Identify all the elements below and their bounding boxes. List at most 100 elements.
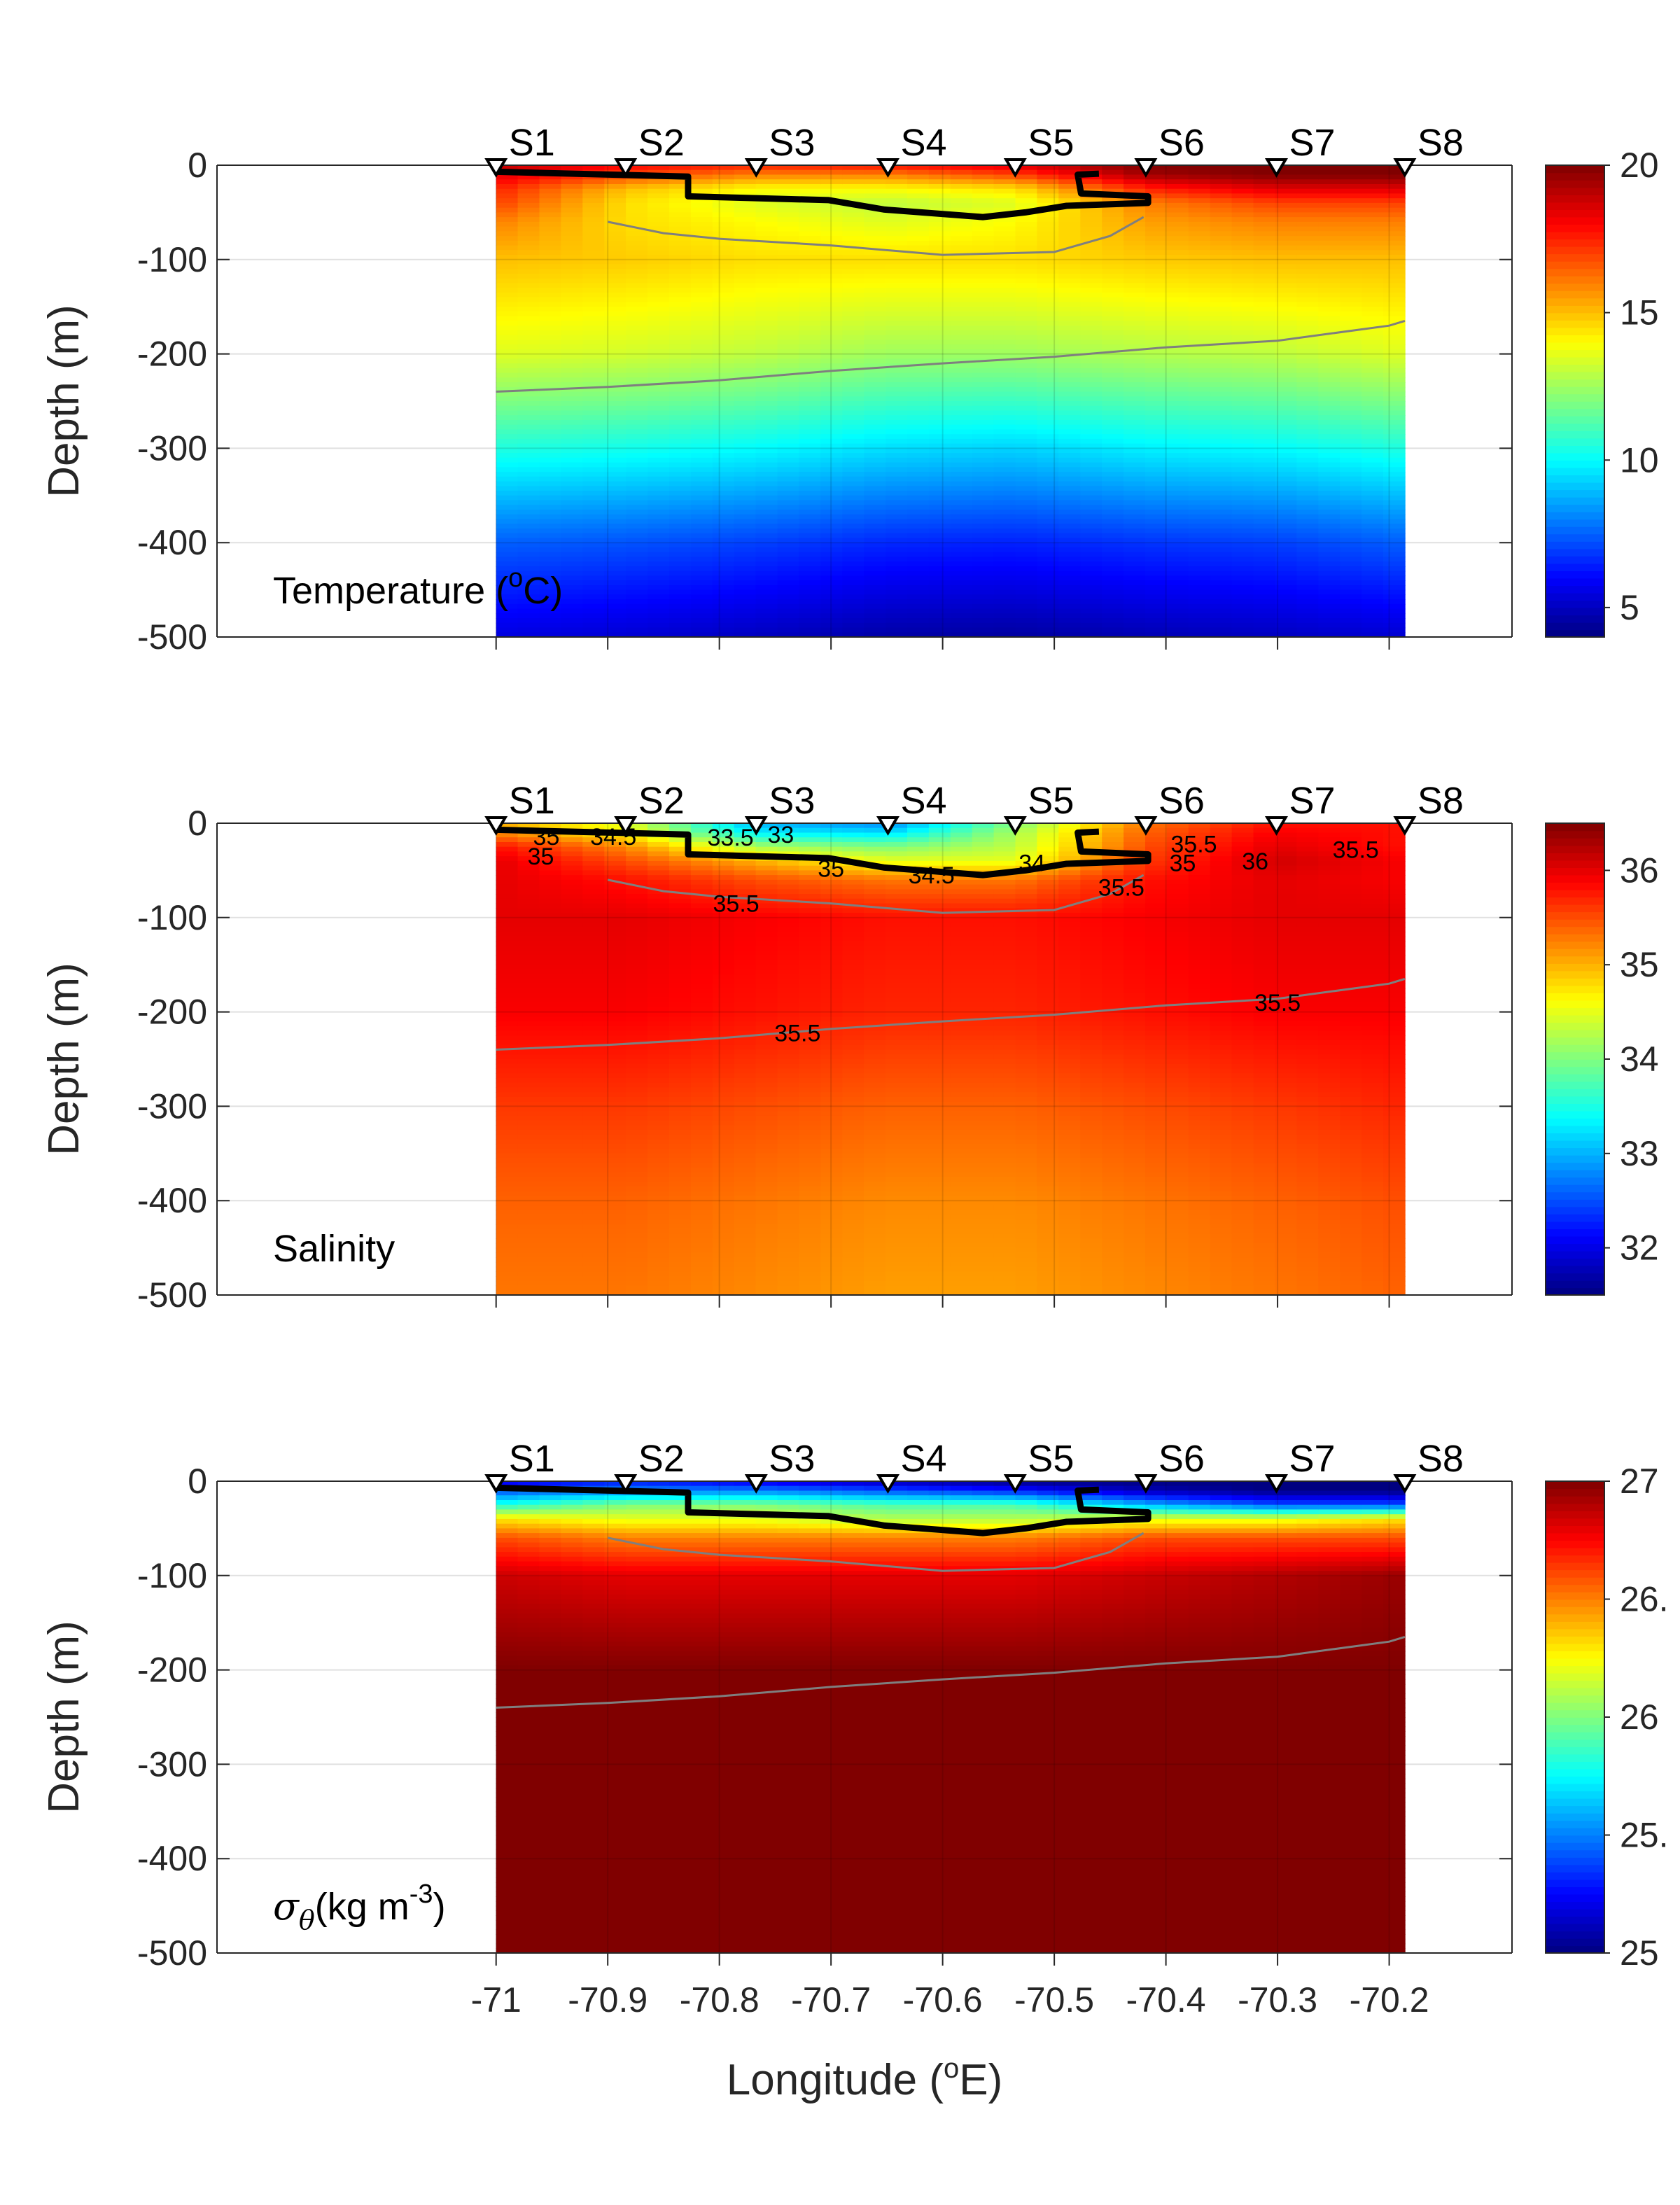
heatmap-cell (907, 467, 930, 472)
heatmap-cell (626, 632, 648, 638)
heatmap-cell (1383, 179, 1406, 185)
heatmap-cell (1058, 538, 1081, 543)
heatmap-cell (1340, 538, 1362, 543)
heatmap-cell (1340, 179, 1362, 185)
heatmap-cell (842, 316, 864, 322)
heatmap-cell (1188, 495, 1211, 501)
heatmap-cell (1275, 344, 1298, 350)
heatmap-cell (582, 396, 605, 402)
heatmap-cell (1102, 627, 1124, 633)
heatmap-cell (1275, 415, 1298, 421)
heatmap-cell (582, 198, 605, 204)
heatmap-cell (820, 594, 843, 600)
colorbar-segment (1546, 615, 1604, 623)
heatmap-cell (886, 552, 908, 558)
heatmap-cell (1037, 420, 1060, 426)
heatmap-cell (842, 424, 864, 430)
heatmap-cell (777, 358, 800, 364)
heatmap-cell (582, 870, 605, 876)
heatmap-cell (1253, 514, 1276, 520)
heatmap-cell (539, 368, 562, 374)
heatmap-cell (561, 1257, 584, 1263)
heatmap-cell (1275, 505, 1298, 510)
heatmap-cell (582, 311, 605, 317)
heatmap-cell (1058, 293, 1081, 298)
heatmap-cell (1383, 405, 1406, 412)
heatmap-cell (1275, 226, 1298, 232)
heatmap-cell (582, 476, 605, 482)
heatmap-cell (755, 293, 778, 298)
heatmap-cell (1166, 297, 1189, 303)
heatmap-cell (1015, 344, 1038, 350)
heatmap-cell (1015, 283, 1038, 288)
heatmap-cell (777, 429, 800, 435)
heatmap-cell (993, 174, 1016, 180)
heatmap-cell (582, 368, 605, 374)
heatmap-cell (648, 524, 670, 529)
heatmap-cell (690, 566, 713, 572)
heatmap-cell (496, 372, 519, 379)
heatmap-cell (539, 236, 562, 241)
heatmap-cell (712, 429, 735, 435)
heatmap-cell (712, 603, 735, 610)
heatmap-cell (496, 1242, 519, 1249)
heatmap-cell (517, 1247, 540, 1254)
heatmap-cell (972, 278, 995, 284)
heatmap-cell (820, 457, 843, 463)
heatmap-cell (928, 599, 951, 605)
heatmap-cell (1383, 599, 1406, 605)
heatmap-cell (734, 429, 757, 435)
heatmap-cell (712, 552, 735, 558)
heatmap-cell (1231, 283, 1254, 288)
heatmap-cell (1124, 396, 1146, 402)
heatmap-cell (950, 410, 973, 416)
heatmap-cell (1058, 405, 1081, 412)
heatmap-cell (1188, 580, 1211, 586)
heatmap-cell (928, 594, 951, 600)
heatmap-cell (561, 1101, 584, 1107)
heatmap-cell (1058, 453, 1081, 458)
heatmap-cell (582, 1163, 605, 1168)
heatmap-cell (1231, 618, 1254, 624)
heatmap-cell (1102, 481, 1124, 487)
heatmap-cell (517, 528, 540, 534)
heatmap-cell (1362, 165, 1384, 171)
heatmap-cell (1275, 401, 1298, 407)
heatmap-cell (1318, 245, 1340, 251)
heatmap-cell (1080, 589, 1102, 596)
heatmap-cell (950, 556, 973, 562)
heatmap-cell (972, 510, 995, 515)
heatmap-cell (669, 495, 692, 501)
heatmap-cell (1037, 212, 1060, 218)
heatmap-cell (604, 1158, 626, 1163)
heatmap-cell (993, 188, 1016, 195)
heatmap-cell (604, 311, 626, 317)
heatmap-cell (886, 302, 908, 307)
heatmap-cell (1145, 533, 1168, 539)
heatmap-cell (907, 500, 930, 505)
heatmap-cell (690, 184, 713, 190)
heatmap-cell (777, 627, 800, 633)
heatmap-cell (1253, 193, 1276, 199)
heatmap-cell (1383, 547, 1406, 553)
heatmap-cell (1166, 302, 1189, 307)
heatmap-cell (1210, 184, 1233, 190)
heatmap-cell (561, 434, 584, 440)
heatmap-cell (1102, 226, 1124, 232)
heatmap-cell (539, 584, 562, 591)
heatmap-cell (1188, 212, 1211, 218)
heatmap-cell (928, 344, 951, 350)
heatmap-cell (1210, 302, 1233, 307)
heatmap-cell (517, 401, 540, 407)
heatmap-cell (648, 278, 670, 284)
heatmap-cell (604, 627, 626, 633)
heatmap-cell (864, 542, 886, 548)
heatmap-cell (907, 377, 930, 383)
heatmap-cell (496, 908, 519, 913)
heatmap-cell (1037, 174, 1060, 180)
heatmap-cell (907, 354, 930, 360)
heatmap-cell (755, 510, 778, 515)
heatmap-cell (1166, 311, 1189, 317)
heatmap-cell (690, 288, 713, 293)
heatmap-cell (950, 448, 973, 454)
